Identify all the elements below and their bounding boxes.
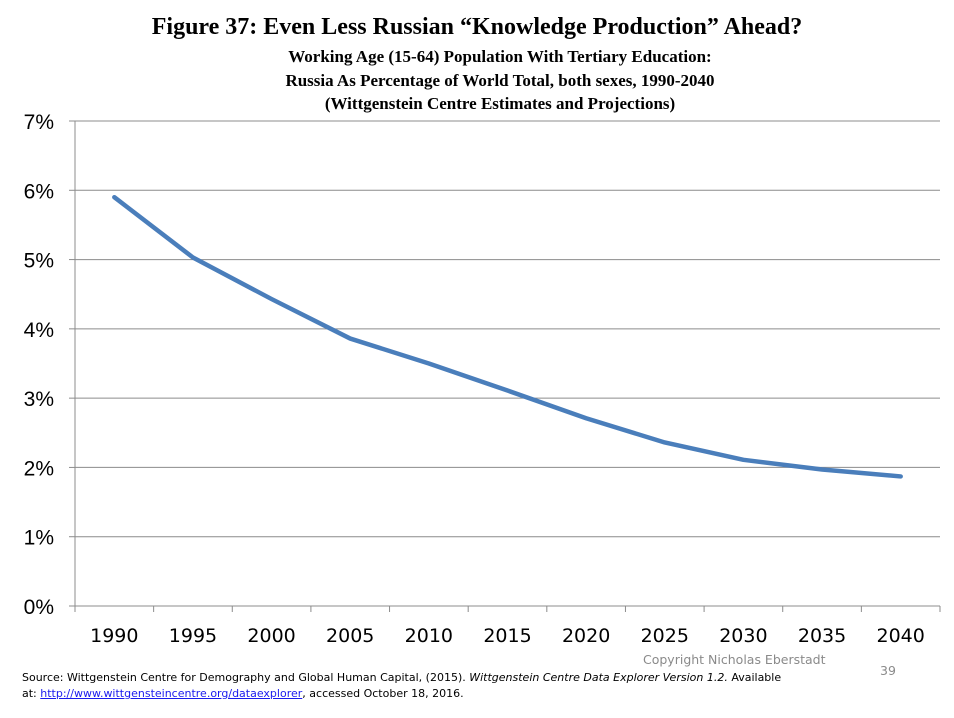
- y-axis-tick-labels: 0% 1% 2% 3% 4% 5% 6% 7%: [24, 111, 54, 619]
- y-tick-label: 4%: [24, 319, 54, 342]
- source-available: Available: [727, 671, 782, 684]
- y-tick-label: 2%: [24, 457, 54, 480]
- source-note: Source: Wittgenstein Centre for Demograp…: [22, 670, 802, 702]
- gridlines: [75, 120, 940, 538]
- x-tick-label: 2040: [877, 625, 925, 647]
- series-group: [112, 194, 903, 479]
- x-tick-label: 2020: [562, 625, 610, 647]
- x-tick-label: 2000: [247, 625, 295, 647]
- x-axis-tick-labels: 1990 1995 2000 2005 2010 2015 2020 2025 2030 2035…: [90, 625, 925, 647]
- series-line: [112, 194, 903, 479]
- x-tick-label: 1995: [169, 625, 217, 647]
- y-tick-label: 1%: [24, 527, 54, 550]
- page-number: 39: [880, 663, 896, 678]
- x-tick-label: 2035: [798, 625, 846, 647]
- y-tick-label: 0%: [24, 596, 54, 619]
- source-at: at:: [22, 687, 41, 700]
- x-tick-label: 2025: [641, 625, 689, 647]
- chart-subtitle-line-3: (Wittgenstein Centre Estimates and Proje…: [324, 94, 676, 113]
- x-tick-label: 1990: [90, 625, 138, 647]
- source-suffix: , accessed October 18, 2016.: [302, 687, 464, 700]
- copyright-notice: Copyright Nicholas Eberstadt: [643, 652, 826, 667]
- y-tick-label: 3%: [24, 388, 54, 411]
- x-tick-label: 2030: [719, 625, 767, 647]
- chart-subtitle-line-1: Working Age (15-64) Population With Tert…: [288, 47, 712, 66]
- x-tick-label: 2005: [326, 625, 374, 647]
- y-tick-label: 7%: [24, 111, 54, 134]
- axes: [69, 120, 941, 612]
- source-prefix: Source: Wittgenstein Centre for Demograp…: [22, 671, 470, 684]
- y-tick-label: 6%: [24, 180, 54, 203]
- chart-subtitle-line-2: Russia As Percentage of World Total, bot…: [285, 71, 715, 90]
- x-tick-label: 2010: [405, 625, 453, 647]
- x-tick-label: 2015: [483, 625, 531, 647]
- source-link[interactable]: http://www.wittgensteincentre.org/dataex…: [40, 687, 303, 700]
- source-title: Wittgenstein Centre Data Explorer Versio…: [469, 671, 728, 684]
- y-tick-label: 5%: [24, 250, 54, 273]
- chart-title: Figure 37: Even Less Russian “Knowledge …: [151, 14, 803, 40]
